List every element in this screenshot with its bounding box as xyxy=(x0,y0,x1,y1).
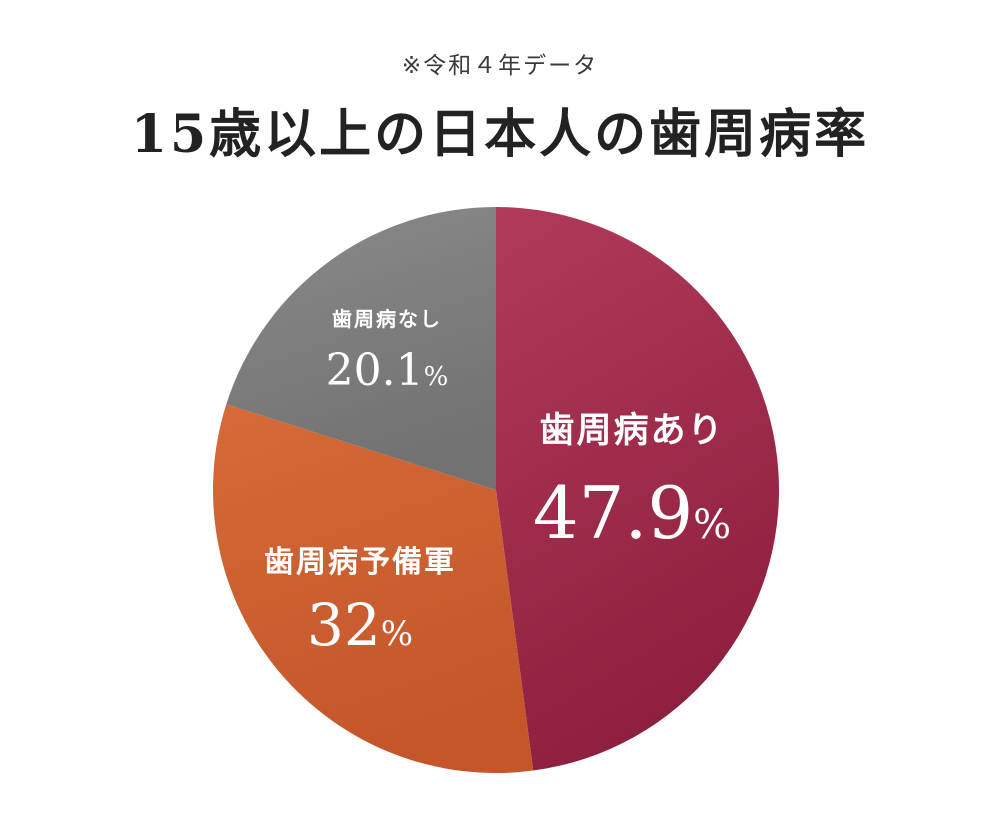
pie-slice-2 xyxy=(213,404,534,773)
chart-title: 15歳以上の日本人の歯周病率 xyxy=(130,104,870,165)
slice-value-2: 32% xyxy=(307,591,413,659)
chart-note: ※令和４年データ xyxy=(401,53,599,79)
slice-value-1: 47.9% xyxy=(533,471,731,555)
pie-slices xyxy=(213,207,779,773)
pie-slice-1 xyxy=(496,207,779,771)
pie-labels: 歯周病あり 47.9% 歯周病予備軍 32% 歯周病なし 20.1% xyxy=(264,307,731,659)
slice-label-2: 歯周病予備軍 xyxy=(264,545,456,580)
slice-value-3: 20.1% xyxy=(326,345,449,396)
slice-label-1: 歯周病あり xyxy=(539,410,724,451)
pie-slice-3 xyxy=(226,207,497,490)
slice-label-3: 歯周病なし xyxy=(332,307,442,331)
